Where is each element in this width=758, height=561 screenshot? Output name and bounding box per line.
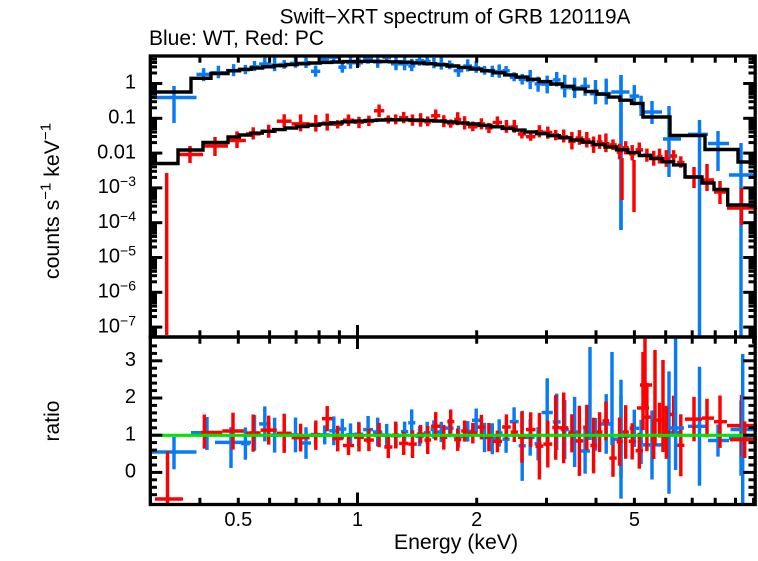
svg-text:5: 5 (629, 509, 640, 531)
svg-text:1: 1 (352, 509, 363, 531)
svg-text:0.5: 0.5 (224, 509, 252, 531)
svg-text:10−6: 10−6 (98, 278, 136, 303)
svg-text:Blue: WT, Red: PC: Blue: WT, Red: PC (149, 27, 324, 50)
svg-text:0.01: 0.01 (97, 141, 136, 163)
svg-text:ratio: ratio (41, 401, 64, 442)
svg-text:0.1: 0.1 (108, 107, 136, 129)
svg-text:10−7: 10−7 (98, 312, 136, 337)
svg-text:1: 1 (125, 72, 136, 94)
svg-text:2: 2 (471, 509, 482, 531)
svg-text:Energy (keV): Energy (keV) (394, 530, 518, 554)
svg-text:3: 3 (125, 349, 136, 371)
svg-text:1: 1 (125, 423, 136, 445)
svg-text:2: 2 (125, 386, 136, 408)
svg-text:Swift−XRT spectrum of GRB 1201: Swift−XRT spectrum of GRB 120119A (280, 6, 631, 29)
svg-text:counts s−1 keV−1: counts s−1 keV−1 (38, 123, 65, 279)
svg-text:0: 0 (125, 461, 136, 483)
